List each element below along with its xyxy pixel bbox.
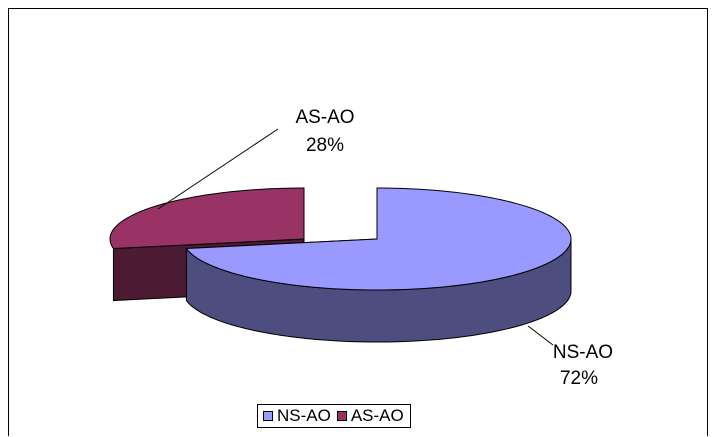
legend-label-as-ao: AS-AO [350,406,404,425]
label-ns-ao-name: NS-AO [553,342,613,363]
legend: NS-AO AS-AO [257,404,411,428]
leader-line-as-ao [157,128,279,210]
label-ns-ao-percent: 72% [560,368,598,389]
legend-swatch-ns-ao [263,411,273,421]
pie-slice-ns-ao [185,187,572,291]
legend-label-ns-ao: NS-AO [277,406,331,425]
pie-slice-as-ao [109,187,305,250]
label-as-ao-name: AS-AO [295,107,354,128]
leader-line-ns-ao [527,325,554,346]
legend-item-as-ao: AS-AO [336,406,404,426]
label-as-ao-percent: 28% [306,135,344,156]
legend-swatch-as-ao [336,411,347,421]
legend-item-ns-ao: NS-AO [263,406,331,426]
